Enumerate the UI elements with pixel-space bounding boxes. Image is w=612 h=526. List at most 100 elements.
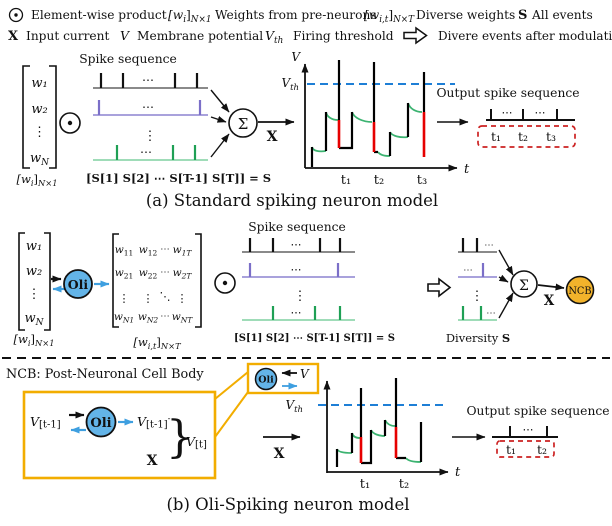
ncb-circle bbox=[565, 275, 595, 305]
bracket-right bbox=[49, 65, 57, 169]
hdots: ⋯ bbox=[160, 244, 170, 255]
sum-circle bbox=[228, 108, 258, 138]
weight-vector-b: w₁ w₂ ⋮ wN [wi]N×1 bbox=[14, 232, 55, 348]
legend-x-symbol: X bbox=[8, 29, 19, 44]
vdots: ⋮ bbox=[119, 292, 130, 305]
legend-v-label: Membrane potential bbox=[137, 29, 263, 43]
output-times-box bbox=[477, 125, 576, 148]
to-ncb-arrow bbox=[537, 283, 565, 291]
spike-train-row2: ⋯ bbox=[93, 100, 208, 116]
tick-t2: t₂ bbox=[374, 173, 384, 188]
matrix-w12: w12 bbox=[139, 244, 158, 258]
spike-train-row3: ⋯ bbox=[242, 306, 355, 321]
vth-label: Vth bbox=[281, 76, 299, 93]
weight-matrix-b: w11 w12 ⋯ w1T w21 w22 ⋯ w2T ⋮ ⋮ ⋱ ⋮ wN1 … bbox=[112, 233, 202, 351]
hdots: ⋯ bbox=[142, 100, 154, 114]
vector-w2: w₂ bbox=[26, 264, 42, 279]
bracket-right bbox=[44, 232, 51, 331]
output-title: Output spike sequence bbox=[466, 404, 609, 418]
ncb-label: NCB bbox=[568, 286, 591, 297]
vth-label: Vth bbox=[285, 398, 303, 415]
legend-vth-symbol: Vth bbox=[265, 28, 283, 46]
weight-vector-a: w₁ w₂ ⋮ wN [wi]N×1 bbox=[17, 65, 58, 188]
spike-trains-a: Spike sequence ⋯ ⋯ ⋮ ⋯ bbox=[79, 52, 271, 185]
summation-b: Σ X NCB bbox=[498, 249, 595, 319]
input-arrow bbox=[210, 89, 230, 113]
matrix-w21: w21 bbox=[115, 267, 134, 281]
diversity-label: Diversity S bbox=[446, 331, 510, 345]
callout-line bbox=[214, 391, 249, 438]
v-axis-label: V bbox=[291, 50, 301, 64]
legend-wit-label: Diverse weights bbox=[416, 8, 515, 22]
out-t2: t₂ bbox=[518, 129, 528, 144]
bracket-left bbox=[22, 65, 30, 169]
input-current-x: X bbox=[267, 129, 278, 145]
vdots: ⋮ bbox=[144, 129, 157, 144]
elementwise-product-icon bbox=[59, 112, 81, 134]
output-title: Output spike sequence bbox=[436, 86, 579, 100]
summation-a: Σ X bbox=[210, 89, 295, 158]
vector-w2: w₂ bbox=[31, 102, 47, 117]
tick-t2: t₂ bbox=[399, 477, 409, 492]
section-b-top: w₁ w₂ ⋮ wN [wi]N×1 Oli w11 w12 ⋯ w1T w21… bbox=[14, 220, 595, 351]
bracket-right bbox=[195, 233, 202, 328]
matrix-label: [wi,t]N×T bbox=[133, 335, 182, 351]
ddots: ⋱ bbox=[160, 290, 171, 303]
diversity-row1: ⋯ bbox=[458, 238, 497, 253]
output-times-box bbox=[496, 440, 555, 458]
legend-wi-label: Weights from pre-neurons bbox=[215, 8, 377, 22]
legend-wi-math: [wi]N×1 bbox=[168, 8, 211, 25]
oli-label: Oli bbox=[90, 416, 111, 431]
membrane-decay-green bbox=[336, 419, 422, 463]
diversity-row2: ⋯ bbox=[458, 263, 497, 278]
bracket-left bbox=[18, 232, 25, 331]
caption-b: (b) Oli-Spiking neuron model bbox=[166, 495, 409, 514]
hdots: ⋯ bbox=[535, 106, 546, 119]
legend-v-symbol: V bbox=[120, 28, 131, 43]
spike-train-row1: ⋯ bbox=[242, 238, 355, 253]
spike-trains-b: Spike sequence ⋯ ⋯ ⋮ ⋯ bbox=[234, 220, 395, 344]
output-a: Output spike sequence ⋯ ⋯ t₁ t₂ t₃ bbox=[436, 86, 580, 148]
modulation-arrow-icon bbox=[403, 26, 428, 45]
input-arrow bbox=[210, 133, 230, 158]
vdots: ⋮ bbox=[294, 289, 307, 304]
vector-wN: wN bbox=[30, 151, 50, 168]
matrix-w11: w11 bbox=[115, 244, 134, 258]
oli-circle bbox=[63, 269, 93, 299]
membrane-trace-black bbox=[310, 60, 426, 167]
section-a: w₁ w₂ ⋮ wN [wi]N×1 Spike sequence ⋯ bbox=[17, 50, 580, 210]
legend-wit-math: [wi,t]N×T bbox=[364, 8, 415, 25]
orange-box bbox=[22, 390, 217, 480]
oli-label: Oli bbox=[258, 375, 274, 386]
t-axis-label: t bbox=[455, 465, 461, 480]
ncb-internal-box: V[t-1] Oli V[t-1]- } V[t] X bbox=[22, 390, 217, 480]
sum-symbol: Σ bbox=[519, 278, 529, 294]
oli-node-b: Oli bbox=[51, 269, 110, 299]
vector-vdots: ⋮ bbox=[33, 125, 46, 140]
matrix-w22: w22 bbox=[139, 267, 158, 281]
tick-t3: t₃ bbox=[417, 173, 427, 188]
input-arrow bbox=[498, 274, 509, 283]
out-t1: t₁ bbox=[491, 129, 501, 144]
vector-vdots: ⋮ bbox=[28, 287, 41, 302]
ncb-note: NCB: Post-Neuronal Cell Body bbox=[6, 367, 204, 382]
output-b: Output spike sequence ⋯ t₁ t₂ bbox=[452, 404, 610, 458]
tick-t1: t₁ bbox=[341, 173, 351, 188]
matrix-w1T: w1T bbox=[173, 244, 193, 258]
spike-train-row3: ⋯ bbox=[93, 145, 208, 161]
hdots: ⋯ bbox=[486, 308, 496, 319]
input-current-x: X bbox=[147, 453, 158, 469]
callout-line bbox=[214, 371, 249, 400]
hdots: ⋯ bbox=[160, 267, 170, 278]
vector-label: [wi]N×1 bbox=[17, 172, 58, 188]
input-arrow bbox=[210, 115, 227, 123]
oli-circle bbox=[254, 367, 278, 391]
vector-w1: w₁ bbox=[31, 76, 47, 91]
t-axis-label: t bbox=[464, 162, 470, 177]
vector-label: [wi]N×1 bbox=[14, 332, 55, 348]
diversity-row3: ⋯ bbox=[458, 306, 497, 321]
elementwise-product-icon bbox=[214, 272, 236, 294]
